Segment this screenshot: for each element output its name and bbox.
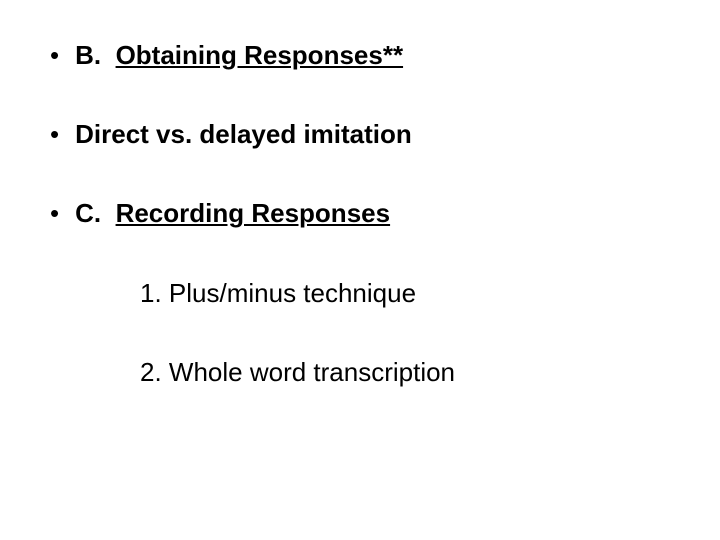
sub-item-text: 2. Whole word transcription (140, 357, 455, 387)
bullet-label: Direct vs. delayed imitation (75, 119, 412, 149)
sub-item-2: 2. Whole word transcription (140, 357, 670, 388)
bullet-text: Direct vs. delayed imitation (75, 119, 412, 150)
bullet-label: Recording Responses (116, 198, 391, 228)
slide: • B. Obtaining Responses** • Direct vs. … (0, 0, 720, 540)
bullet-prefix: C. (75, 198, 101, 228)
bullet-dot-icon: • (50, 119, 59, 150)
sub-item-text: 1. Plus/minus technique (140, 278, 416, 308)
sub-item-1: 1. Plus/minus technique (140, 278, 670, 309)
bullet-item-c: • C. Recording Responses (50, 198, 670, 229)
bullet-dot-icon: • (50, 198, 59, 229)
bullet-dot-icon: • (50, 40, 59, 71)
bullet-label: Obtaining Responses** (116, 40, 404, 70)
bullet-text: B. Obtaining Responses** (75, 40, 403, 71)
bullet-text: C. Recording Responses (75, 198, 390, 229)
bullet-prefix: B. (75, 40, 101, 70)
bullet-item-direct: • Direct vs. delayed imitation (50, 119, 670, 150)
bullet-item-b: • B. Obtaining Responses** (50, 40, 670, 71)
